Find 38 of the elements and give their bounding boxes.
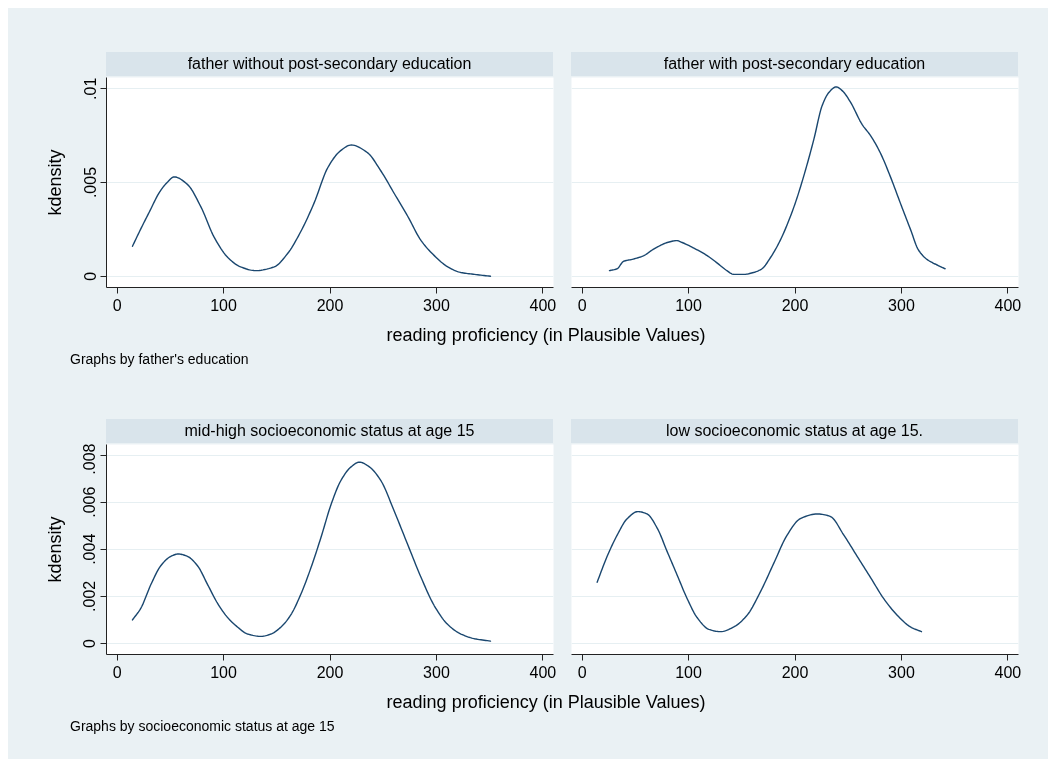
x-tick-label: 300 bbox=[423, 296, 450, 314]
x-tick-label: 400 bbox=[994, 296, 1022, 314]
text: Graphs by father's education bbox=[70, 351, 249, 367]
chart-title: mid-high socioeconomic status at age 15 bbox=[184, 421, 475, 441]
chart-title: father without post-secondary education bbox=[187, 54, 472, 74]
x-tick-label: 400 bbox=[994, 663, 1022, 681]
x-tick-label: 0 bbox=[112, 296, 122, 314]
x-tick-label: 200 bbox=[781, 296, 809, 314]
y-tick-label: .006 bbox=[81, 486, 99, 518]
text: Graphs by socioeconomic status at age 15 bbox=[70, 718, 335, 734]
y-tick-label: .01 bbox=[81, 77, 99, 100]
y-axis-title: kdensity bbox=[44, 149, 65, 216]
chart-title: low socioeconomic status at age 15. bbox=[665, 421, 924, 441]
x-axis-title: reading proficiency (in Plausible Values) bbox=[386, 691, 706, 714]
x-tick-label: 300 bbox=[888, 296, 915, 314]
x-tick-label: 100 bbox=[675, 663, 703, 681]
x-tick-label: 300 bbox=[888, 663, 915, 681]
y-tick-label: 0 bbox=[81, 271, 99, 281]
x-axis-title: reading proficiency (in Plausible Values) bbox=[386, 324, 706, 347]
y-tick-label: .004 bbox=[81, 533, 99, 565]
x-tick-label: 0 bbox=[112, 663, 122, 681]
x-tick-label: 0 bbox=[577, 296, 587, 314]
x-tick-label: 200 bbox=[316, 296, 344, 314]
x-tick-label: 100 bbox=[210, 663, 238, 681]
x-tick-label: 400 bbox=[529, 296, 557, 314]
y-tick-label: .002 bbox=[81, 580, 99, 612]
chart-title: father with post-secondary education bbox=[663, 54, 926, 74]
y-tick-label: 0 bbox=[81, 638, 99, 648]
x-tick-label: 200 bbox=[781, 663, 809, 681]
x-tick-label: 100 bbox=[675, 296, 703, 314]
y-tick-label: .008 bbox=[81, 443, 99, 475]
x-tick-label: 100 bbox=[210, 296, 238, 314]
y-axis-title: kdensity bbox=[44, 516, 65, 583]
x-tick-label: 300 bbox=[423, 663, 450, 681]
x-tick-label: 0 bbox=[577, 663, 587, 681]
x-tick-label: 200 bbox=[316, 663, 344, 681]
y-tick-label: .005 bbox=[81, 166, 99, 199]
x-tick-label: 400 bbox=[529, 663, 557, 681]
